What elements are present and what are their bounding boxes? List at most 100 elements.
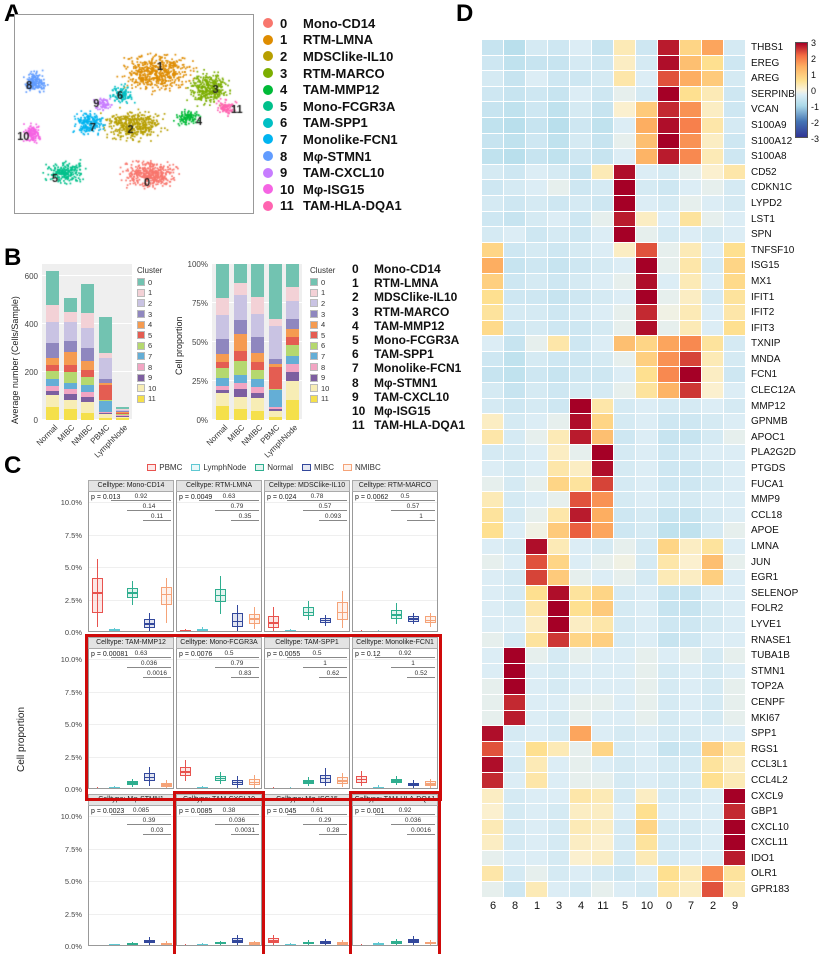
colorbar-tick-label: 1 [811,70,817,80]
heatmap-cell [548,788,569,804]
heatmap-cell [592,570,613,585]
gridline [265,534,349,536]
heatmap-cell [636,164,657,180]
cluster-name: Monolike-FCN1 [303,131,398,147]
bar-segment [46,406,59,420]
median-line [285,787,297,788]
gene-label: IFIT1 [751,291,775,303]
heatmap-cell [526,164,547,180]
heatmap-cell [614,492,635,507]
bar-segment [81,412,95,420]
heatmap-cell [614,726,635,741]
heatmap-cell [636,305,657,320]
heatmap-cell [592,86,613,102]
y-tick-label: 0.0% [64,628,82,637]
umap-legend-item: 11 TAM-HLA-DQA1 [263,198,402,215]
celltype-list-item: 1 RTM-LMNA [352,276,465,290]
heatmap-cell [614,757,635,772]
heatmap-cell [526,305,547,320]
heatmap-cell [702,788,723,804]
heatmap-cell [570,710,591,726]
legend-label: 1 [321,288,326,298]
legend-label: 11 [321,394,329,404]
bar-segment [63,351,77,365]
median-line [424,942,436,945]
box [336,602,348,621]
gridline [89,659,173,661]
boxplot-panel-title: Celltype: RTM-LMNA [176,480,262,492]
heatmap-cell [680,570,701,585]
heatmap-cell [548,242,569,258]
heatmap-cell [592,726,613,741]
bar-segment [233,264,247,283]
median-line [143,776,155,779]
heatmap-cell [592,273,613,289]
celltype-id: 9 [352,389,359,404]
heatmap-cell [592,804,613,819]
whisker [185,760,187,782]
gene-label: GBP1 [751,806,778,818]
heatmap-cell [504,710,525,726]
heatmap-cell [658,741,679,757]
heatmap-cell [658,601,679,616]
comparison-bracket: 0.29 [303,817,347,825]
heatmap-cell [614,772,635,788]
median-line [160,593,172,596]
bracket-line [391,667,435,668]
celltype-id: 5 [352,333,359,348]
bar-segment [233,282,247,296]
heatmap-cell [724,320,745,336]
gene-label: IFIT3 [751,322,775,334]
heatmap-cell [680,835,701,850]
heatmap-cell [482,445,503,461]
comparison-bracket: 0.5 [199,650,259,658]
gene-label: ISG15 [751,260,780,272]
heatmap-cell [658,757,679,772]
heatmap-cell [570,367,591,383]
comparison-bracket: 0.036 [391,817,435,825]
heatmap-cell [570,616,591,632]
bar-segment [286,371,300,381]
heatmap-cell [680,180,701,195]
heatmap-cell [636,149,657,164]
heatmap-cell [482,289,503,305]
heatmap-cell [504,305,525,320]
gridline [89,848,173,850]
bar-segment [46,321,59,344]
p-value: p = 0.001 [355,808,385,815]
umap-legend-item: 4 TAM-MMP12 [263,81,402,98]
celltype-id: 10 [352,403,366,418]
heatmap-cell [636,414,657,429]
heatmap-cell [570,819,591,835]
heatmap-cell [636,383,657,398]
bar-segment [81,369,95,377]
heatmap-cell [592,694,613,710]
cluster-id: 0 [280,15,288,31]
median-line [92,592,104,594]
heatmap-cell [614,539,635,554]
median-line [248,618,260,620]
heatmap-cell [548,367,569,383]
heatmap-cell [526,40,547,55]
heatmap-cell [526,772,547,788]
cluster-color-dot [263,18,273,29]
heatmap-cell [482,383,503,398]
comparison-p-value: 0.92 [134,493,148,500]
bar-segment [98,413,112,418]
gridline [265,502,349,504]
heatmap-cell [680,71,701,86]
legend-label: 2 [321,298,326,308]
umap-scatter-canvas [15,15,251,211]
bracket-line [287,657,347,658]
celltype-name: TAM-SPP1 [374,347,434,362]
comparison-bracket: 0.92 [111,493,171,501]
heatmap-cell [658,164,679,180]
bar-segment [98,417,112,420]
heatmap-cell [526,585,547,601]
y-tick-label: 100% [187,260,208,269]
bar-segment [251,362,265,371]
gene-label: OLR1 [751,868,778,880]
heatmap-cell [570,383,591,398]
heatmap-cell [482,195,503,211]
heatmap-cell [680,117,701,133]
